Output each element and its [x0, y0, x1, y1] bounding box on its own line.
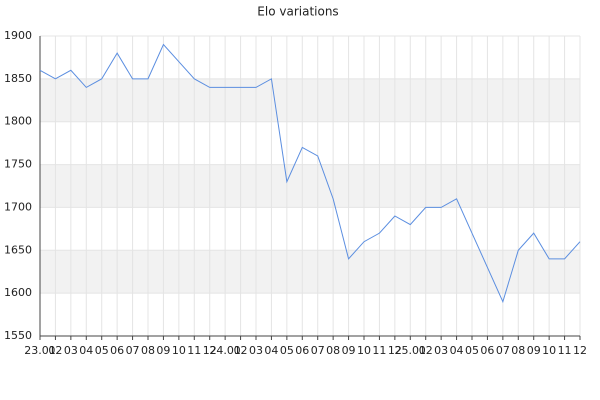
x-tick-label: 08	[326, 344, 340, 357]
x-tick-label: 02	[48, 344, 62, 357]
x-tick-label: 04	[79, 344, 93, 357]
x-tick-label: 08	[141, 344, 155, 357]
x-tick-label: 11	[187, 344, 201, 357]
x-tick-label: 05	[95, 344, 109, 357]
x-tick-label: 03	[434, 344, 448, 357]
x-tick-label: 10	[357, 344, 371, 357]
x-tick-label: 09	[156, 344, 170, 357]
x-tick-label: 02	[234, 344, 248, 357]
x-tick-label: 09	[342, 344, 356, 357]
x-tick-label: 10	[172, 344, 186, 357]
x-tick-label: 06	[110, 344, 124, 357]
y-tick-label: 1750	[4, 158, 32, 171]
x-tick-label: 09	[527, 344, 541, 357]
y-tick-label: 1900	[4, 29, 32, 42]
x-tick-label: 03	[249, 344, 263, 357]
x-tick-label: 03	[64, 344, 78, 357]
band	[40, 164, 580, 208]
band	[40, 78, 580, 122]
x-tick-label: 02	[419, 344, 433, 357]
x-tick-label: 23.01	[24, 344, 56, 357]
y-tick-label: 1600	[4, 286, 32, 299]
y-tick-label: 1650	[4, 243, 32, 256]
x-tick-label: 11	[372, 344, 386, 357]
line	[39, 43, 581, 304]
x-tick-label: 04	[450, 344, 464, 357]
x-tick-label: 12	[203, 344, 217, 357]
x-tick-label: 05	[465, 344, 479, 357]
x-tick-label: 12	[388, 344, 402, 357]
y-tick-label: 1800	[4, 115, 32, 128]
x-tick-label: 11	[558, 344, 572, 357]
y-tick-label: 1850	[4, 72, 32, 85]
x-tick-label: 05	[280, 344, 294, 357]
x-tick-label: 12	[573, 344, 587, 357]
band	[40, 250, 580, 294]
x-tick-label: 06	[480, 344, 494, 357]
x-tick-label: 04	[264, 344, 278, 357]
x-tick-label: 10	[542, 344, 556, 357]
y-tick-label: 1700	[4, 200, 32, 213]
y-tick-label: 1550	[4, 329, 32, 342]
x-tick-label: 25.01	[395, 344, 427, 357]
chart-title: Elo variations	[257, 5, 338, 19]
x-tick-label: 07	[496, 344, 510, 357]
x-tick-label: 08	[511, 344, 525, 357]
x-tick-label: 07	[311, 344, 325, 357]
x-tick-label: 24.01	[209, 344, 241, 357]
x-tick-label: 07	[126, 344, 140, 357]
x-tick-label: 06	[295, 344, 309, 357]
